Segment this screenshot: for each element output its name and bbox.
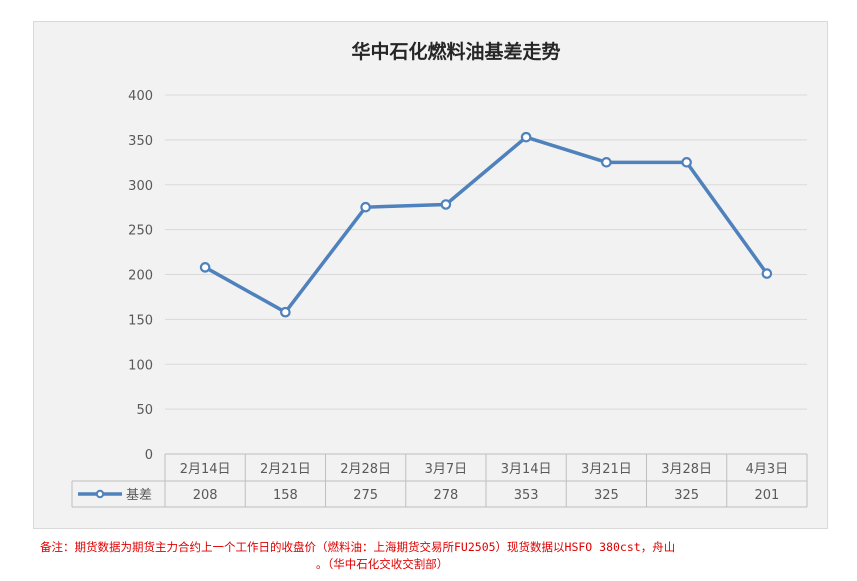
- data-table-value: 325: [594, 488, 619, 503]
- x-category-label: 2月28日: [340, 462, 391, 477]
- x-category-label: 3月7日: [425, 462, 468, 477]
- x-category-label: 2月14日: [180, 462, 231, 477]
- line-chart: 华中石化燃料油基差走势 0 50 100 150 200 250 300 350 400 2月14日…: [71, 40, 808, 508]
- data-table-value: 275: [353, 488, 378, 503]
- data-point: [520, 131, 532, 143]
- legend-label-0: 基差: [126, 488, 152, 503]
- data-table-value: 158: [273, 488, 298, 503]
- data-point: [199, 262, 211, 273]
- data-table-value: 353: [514, 488, 539, 503]
- x-category-label: 3月21日: [581, 462, 632, 477]
- y-tick-label-50: 50: [136, 403, 153, 418]
- x-category-label: 3月14日: [501, 462, 552, 477]
- y-tick-label-250: 250: [128, 224, 153, 239]
- data-table-value: 278: [433, 488, 458, 503]
- y-tick-label-350: 350: [128, 134, 153, 149]
- legend-marker-0: [95, 489, 105, 499]
- footnote-line-1: 备注：期货数据为期货主力合约上一个工作日的收盘价（燃料油：上海期货交易所FU25…: [40, 540, 676, 554]
- y-tick-label-400: 400: [128, 89, 153, 104]
- data-point: [440, 199, 452, 210]
- data-point: [681, 157, 692, 168]
- series-line-0: [204, 135, 769, 314]
- data-table-value: 325: [674, 488, 699, 503]
- y-tick-label-100: 100: [128, 358, 153, 373]
- x-category-label: 3月28日: [661, 462, 712, 477]
- y-tick-label-200: 200: [128, 269, 153, 284]
- chart-title: 华中石化燃料油基差走势: [351, 40, 560, 63]
- data-point: [761, 268, 773, 279]
- x-category-label: 4月3日: [746, 462, 789, 477]
- x-category-label: 2月21日: [260, 462, 311, 477]
- y-tick-label-0: 0: [145, 448, 153, 463]
- data-point: [601, 157, 612, 168]
- chart-frame: 华中石化燃料油基差走势 0 50 100 150 200 250 300 350 400 2月14日…: [33, 21, 828, 529]
- data-point: [280, 306, 291, 318]
- data-table-value: 201: [754, 488, 779, 503]
- data-table-value: 208: [193, 488, 218, 503]
- data-point: [360, 201, 371, 213]
- footnote-line-2: 。（华中石化交收交割部）: [316, 557, 449, 571]
- y-tick-label-300: 300: [128, 179, 153, 194]
- y-tick-label-150: 150: [128, 313, 153, 328]
